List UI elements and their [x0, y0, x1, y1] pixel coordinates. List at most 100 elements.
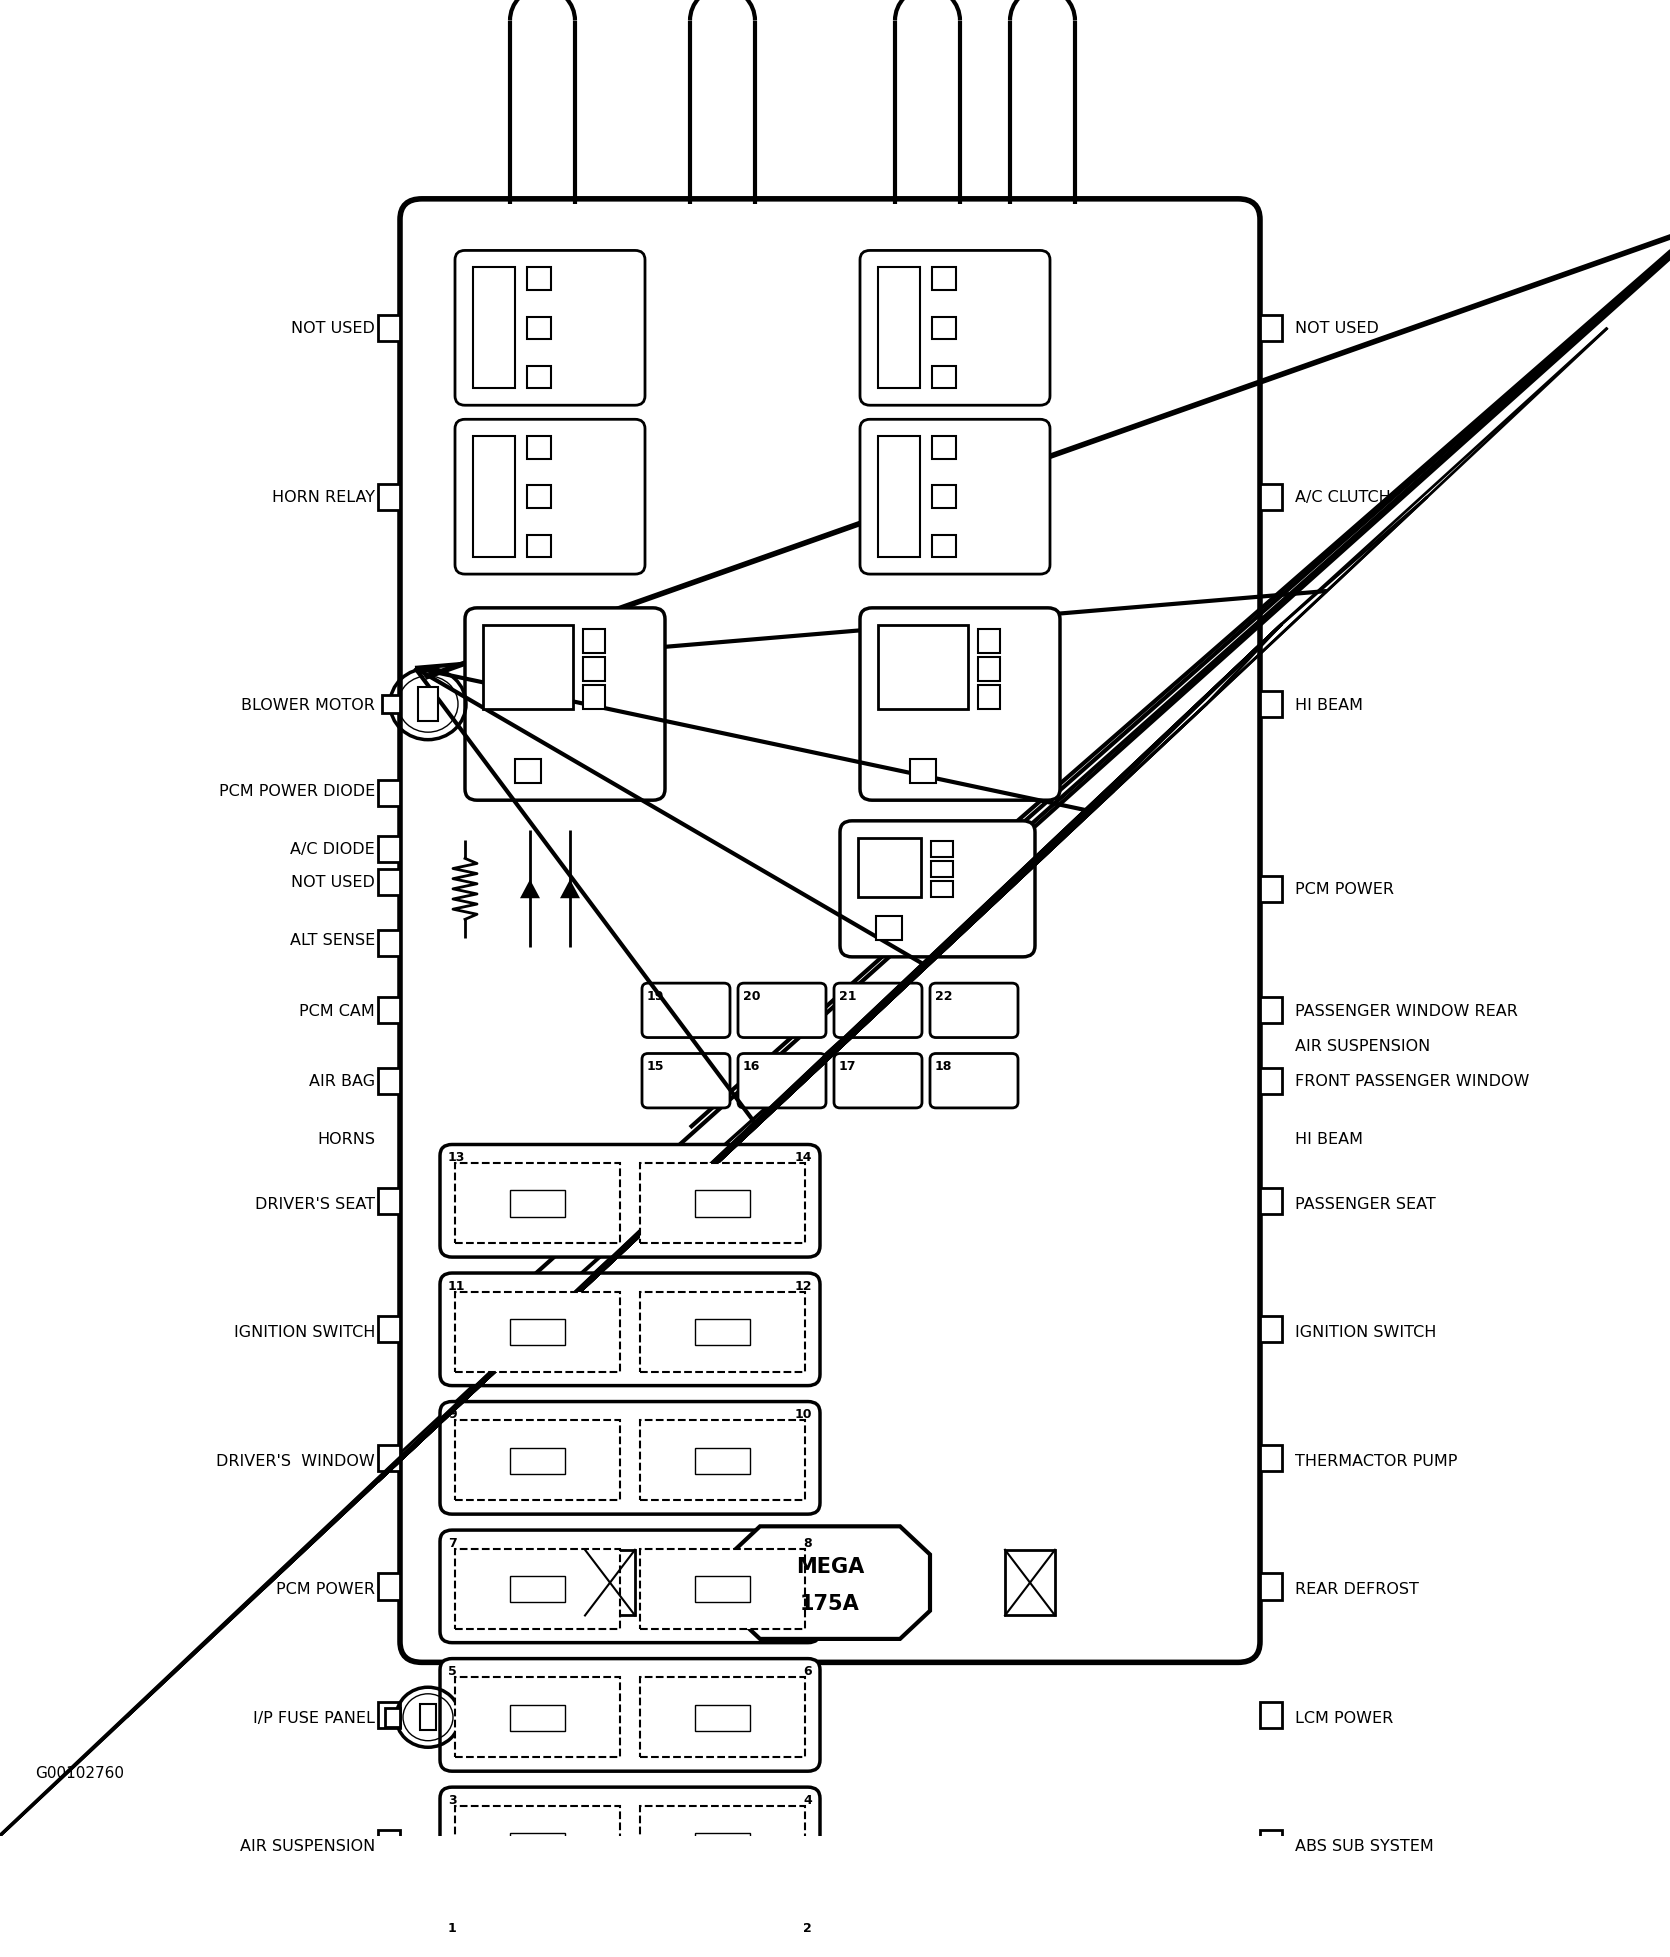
- Bar: [386, 1708, 401, 1726]
- Text: 17: 17: [838, 1059, 857, 1072]
- Bar: [932, 536, 955, 558]
- Bar: [979, 630, 1000, 654]
- Bar: [377, 930, 401, 957]
- FancyBboxPatch shape: [439, 1787, 820, 1900]
- Bar: [419, 1875, 436, 1900]
- Bar: [473, 268, 514, 389]
- Text: BLOWER MOTOR: BLOWER MOTOR: [240, 697, 376, 712]
- Polygon shape: [559, 881, 579, 898]
- FancyBboxPatch shape: [930, 984, 1019, 1037]
- FancyBboxPatch shape: [833, 984, 922, 1037]
- Bar: [878, 268, 920, 389]
- FancyBboxPatch shape: [738, 984, 827, 1037]
- Bar: [695, 1448, 750, 1474]
- Text: A/C DIODE: A/C DIODE: [291, 842, 376, 857]
- Bar: [377, 1573, 401, 1599]
- Text: 7: 7: [448, 1536, 458, 1548]
- Text: ALT SENSE: ALT SENSE: [291, 933, 376, 947]
- Bar: [377, 836, 401, 863]
- Text: LCM POWER: LCM POWER: [1294, 1710, 1393, 1724]
- Bar: [377, 1188, 401, 1213]
- Bar: [932, 317, 955, 341]
- Text: 5: 5: [448, 1663, 458, 1677]
- Bar: [932, 268, 955, 292]
- FancyBboxPatch shape: [860, 250, 1050, 405]
- Bar: [509, 1705, 564, 1730]
- Bar: [1259, 1188, 1283, 1213]
- Text: MEGA: MEGA: [797, 1556, 863, 1575]
- Bar: [1259, 1444, 1283, 1472]
- Bar: [419, 1705, 436, 1730]
- FancyBboxPatch shape: [738, 1055, 827, 1108]
- Text: 11: 11: [448, 1280, 466, 1292]
- Bar: [932, 436, 955, 460]
- Bar: [695, 1834, 750, 1859]
- Bar: [473, 436, 514, 558]
- FancyBboxPatch shape: [439, 1530, 820, 1642]
- Bar: [377, 869, 401, 896]
- Text: G00102760: G00102760: [35, 1765, 124, 1779]
- Bar: [640, 1806, 805, 1887]
- Bar: [454, 1292, 620, 1372]
- FancyBboxPatch shape: [439, 1145, 820, 1258]
- Text: AIR SUSPENSION: AIR SUSPENSION: [1294, 1039, 1430, 1055]
- Bar: [979, 658, 1000, 681]
- Text: IGNITION SWITCH: IGNITION SWITCH: [234, 1325, 376, 1339]
- Text: 22: 22: [935, 988, 952, 1002]
- Bar: [583, 630, 605, 654]
- Text: ABS SUB SYSTEM: ABS SUB SYSTEM: [1294, 1838, 1435, 1853]
- FancyBboxPatch shape: [641, 1055, 730, 1108]
- Text: PCM CAM: PCM CAM: [299, 1004, 376, 1018]
- Text: NOT USED: NOT USED: [291, 875, 376, 890]
- Text: IGNITION SWITCH: IGNITION SWITCH: [1294, 1325, 1436, 1339]
- Bar: [640, 1677, 805, 1757]
- Text: HORN RELAY: HORN RELAY: [272, 489, 376, 505]
- Bar: [528, 317, 551, 341]
- Bar: [377, 1444, 401, 1472]
- Text: DRIVER'S SEAT: DRIVER'S SEAT: [256, 1196, 376, 1211]
- Bar: [583, 685, 605, 710]
- Text: 20: 20: [743, 988, 760, 1002]
- FancyBboxPatch shape: [454, 250, 645, 405]
- Text: AIR BAG: AIR BAG: [309, 1074, 376, 1088]
- Bar: [509, 1575, 564, 1603]
- Text: 18: 18: [935, 1059, 952, 1072]
- Text: DRIVER'S  WINDOW: DRIVER'S WINDOW: [215, 1452, 376, 1468]
- Bar: [930, 861, 954, 877]
- Text: NOT USED: NOT USED: [291, 321, 376, 337]
- Bar: [910, 759, 935, 785]
- Bar: [1259, 877, 1283, 902]
- Bar: [1259, 1830, 1283, 1857]
- Text: 9: 9: [448, 1407, 456, 1421]
- Text: 13: 13: [448, 1151, 466, 1164]
- Bar: [509, 1319, 564, 1346]
- Bar: [878, 626, 969, 710]
- Text: 14: 14: [795, 1151, 812, 1164]
- Text: THERMACTOR PUMP: THERMACTOR PUMP: [1294, 1452, 1458, 1468]
- Bar: [377, 1703, 401, 1728]
- Bar: [584, 1550, 635, 1616]
- Text: PCM POWER: PCM POWER: [276, 1581, 376, 1597]
- Bar: [377, 1069, 401, 1094]
- FancyBboxPatch shape: [860, 421, 1050, 575]
- FancyBboxPatch shape: [454, 421, 645, 575]
- Text: 4: 4: [803, 1793, 812, 1806]
- FancyBboxPatch shape: [930, 1055, 1019, 1108]
- Text: HI BEAM: HI BEAM: [1294, 697, 1363, 712]
- Bar: [377, 781, 401, 806]
- Text: A/C CLUTCH: A/C CLUTCH: [1294, 489, 1391, 505]
- Bar: [695, 1575, 750, 1603]
- Bar: [1259, 1573, 1283, 1599]
- Bar: [528, 485, 551, 509]
- Bar: [930, 842, 954, 857]
- Bar: [640, 1934, 805, 1957]
- Text: 12: 12: [795, 1280, 812, 1292]
- Text: 1: 1: [448, 1922, 458, 1934]
- Text: 19: 19: [646, 988, 665, 1002]
- Bar: [528, 366, 551, 389]
- Text: AIR SUSPENSION: AIR SUSPENSION: [240, 1838, 376, 1853]
- Bar: [509, 1834, 564, 1859]
- Bar: [858, 838, 920, 898]
- Bar: [1005, 1550, 1055, 1616]
- Bar: [528, 536, 551, 558]
